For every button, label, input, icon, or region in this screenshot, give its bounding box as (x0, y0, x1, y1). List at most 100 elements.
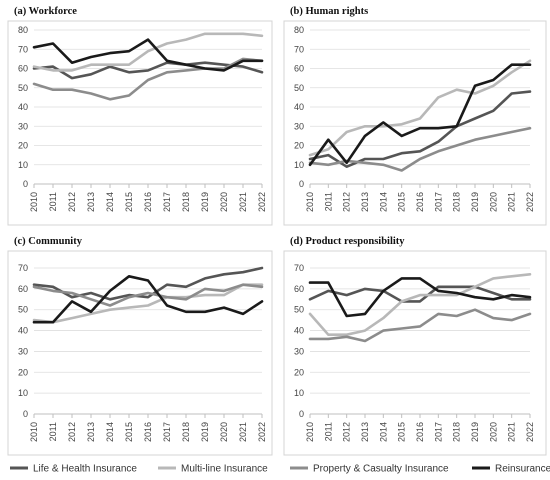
x-tick-label: 2017 (162, 422, 172, 442)
x-tick-label: 2021 (507, 192, 517, 212)
x-tick-label: 2014 (378, 192, 388, 212)
x-tick-label: 2013 (360, 422, 370, 442)
panel-title: (c) Community (14, 236, 83, 247)
x-tick-label: 2017 (162, 192, 172, 212)
x-tick-label: 2019 (470, 192, 480, 212)
x-tick-label: 2012 (342, 192, 352, 212)
y-tick-label: 10 (18, 160, 28, 170)
y-tick-label: 0 (299, 179, 304, 189)
x-tick-label: 2014 (105, 422, 115, 442)
y-tick-label: 40 (294, 326, 304, 336)
panel-workforce: (a) Workforce 0 10 20 30 40 50 60 70 80 2010 2011 20… (7, 6, 273, 226)
x-tick-label: 2012 (67, 422, 77, 442)
legend-label-property-and-casualty-insurance: Property & Casualty Insurance (313, 464, 449, 475)
x-tick-label: 2020 (219, 192, 229, 212)
x-tick-label: 2014 (378, 422, 388, 442)
x-tick-label: 2019 (200, 422, 210, 442)
x-tick-label: 2011 (48, 192, 58, 211)
y-tick-label: 0 (23, 409, 28, 419)
series-line-multi-line-insurance (308, 59, 532, 157)
series-line-reinsurance (32, 38, 264, 72)
y-tick-label: 70 (18, 263, 28, 273)
y-tick-label: 80 (294, 25, 304, 35)
x-tick-label: 2016 (143, 192, 153, 212)
x-tick-label: 2010 (29, 422, 39, 442)
x-tick-label: 2021 (238, 422, 248, 442)
x-tick-label: 2011 (323, 192, 333, 211)
x-tick-label: 2015 (124, 192, 134, 212)
legend-label-multi-line-insurance: Multi-line Insurance (181, 464, 268, 475)
legend-label-life-and-health-insurance: Life & Health Insurance (33, 464, 137, 475)
y-tick-label: 50 (18, 83, 28, 93)
series-line-reinsurance (308, 277, 532, 318)
series-line-multi-line-insurance (308, 272, 532, 337)
legend: Life & Health Insurance Multi-line Insura… (10, 464, 550, 475)
y-tick-label: 20 (18, 367, 28, 377)
x-tick-label: 2013 (360, 192, 370, 212)
series-line-property-and-casualty-insurance (32, 283, 264, 307)
x-tick-label: 2019 (470, 422, 480, 442)
x-tick-label: 2015 (124, 422, 134, 442)
x-tick-label: 2020 (488, 422, 498, 442)
x-tick-label: 2017 (433, 192, 443, 212)
y-tick-label: 60 (18, 64, 28, 74)
panel-frame (283, 250, 547, 456)
x-tick-label: 2010 (305, 192, 315, 212)
x-tick-label: 2012 (342, 422, 352, 442)
y-tick-label: 60 (294, 64, 304, 74)
series-line-property-and-casualty-insurance (32, 57, 264, 101)
series-line-reinsurance (308, 63, 532, 167)
x-tick-label: 2014 (105, 192, 115, 212)
y-tick-label: 30 (18, 346, 28, 356)
panel-frame (7, 20, 273, 226)
series-line-life-and-health-insurance (308, 285, 532, 303)
y-tick-label: 0 (23, 179, 28, 189)
series-line-multi-line-insurance (32, 283, 264, 324)
y-tick-label: 40 (18, 326, 28, 336)
x-tick-label: 2019 (200, 192, 210, 212)
panel-community: (c) Community 0 10 20 30 40 50 60 70 2010 2011 2012… (7, 236, 273, 456)
y-tick-label: 50 (294, 305, 304, 315)
x-tick-label: 2018 (452, 422, 462, 442)
x-tick-label: 2022 (257, 422, 267, 442)
y-tick-label: 80 (18, 25, 28, 35)
series-line-reinsurance (32, 274, 264, 324)
y-tick-label: 20 (294, 367, 304, 377)
panel-human-rights: (b) Human rights 0 10 20 30 40 50 60 70 80 2010 201… (283, 6, 547, 226)
series-line-property-and-casualty-insurance (308, 308, 532, 343)
x-tick-label: 2013 (86, 422, 96, 442)
panel-title: (d) Product responsibility (290, 236, 405, 247)
y-tick-label: 60 (294, 284, 304, 294)
y-tick-label: 40 (294, 102, 304, 112)
y-tick-label: 70 (294, 44, 304, 54)
x-tick-label: 2022 (525, 192, 535, 212)
y-tick-label: 20 (294, 141, 304, 151)
y-tick-label: 50 (18, 305, 28, 315)
x-tick-label: 2010 (305, 422, 315, 442)
panel-frame (283, 20, 547, 226)
legend-label-reinsurance: Reinsurance (495, 464, 550, 475)
x-tick-label: 2013 (86, 192, 96, 212)
x-tick-label: 2015 (397, 192, 407, 212)
panel-product-responsibility: (d) Product responsibility 0 10 20 30 40 50 60 7… (283, 236, 547, 456)
x-tick-label: 2022 (525, 422, 535, 442)
x-tick-label: 2020 (488, 192, 498, 212)
x-tick-label: 2020 (219, 422, 229, 442)
x-tick-label: 2022 (257, 192, 267, 212)
series-line-multi-line-insurance (32, 32, 264, 72)
y-tick-label: 0 (299, 409, 304, 419)
x-tick-label: 2016 (415, 422, 425, 442)
x-tick-label: 2018 (181, 422, 191, 442)
x-tick-label: 2021 (238, 192, 248, 212)
x-tick-label: 2016 (143, 422, 153, 442)
panel-frame (7, 250, 273, 456)
y-tick-label: 10 (18, 388, 28, 398)
y-tick-label: 30 (294, 346, 304, 356)
x-tick-label: 2012 (67, 192, 77, 212)
x-tick-label: 2017 (433, 422, 443, 442)
x-tick-label: 2011 (48, 422, 58, 441)
y-tick-label: 30 (294, 121, 304, 131)
series-line-life-and-health-insurance (308, 90, 532, 168)
series-line-life-and-health-insurance (32, 266, 264, 301)
